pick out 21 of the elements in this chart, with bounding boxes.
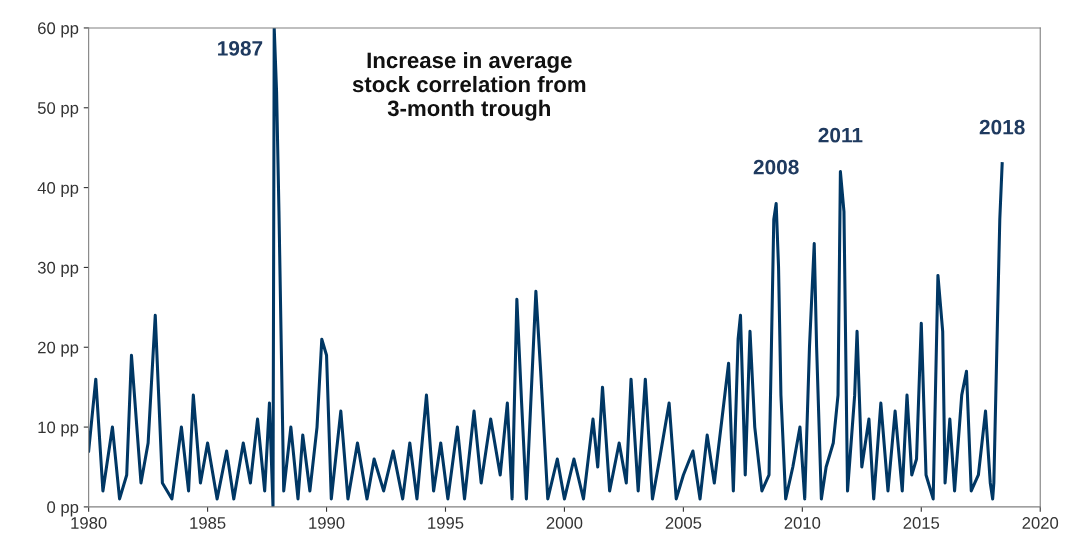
y-tick-label: 30 pp [37,261,79,277]
x-tick-label: 2020 [1022,517,1059,529]
y-tick-label: 60 pp [38,22,79,38]
x-tick-label: 1995 [428,517,464,529]
annotation: 1987 [218,41,263,56]
x-tick-label: 1985 [190,517,226,529]
y-tick-label: 40 pp [37,182,79,198]
annotation: 2018 [979,119,1025,135]
x-tick-label: 2010 [784,517,821,529]
x-tick-label: 2000 [546,517,583,529]
x-tick-label: 2005 [665,517,702,529]
annotation: 2008 [753,159,799,175]
y-tick-label: 20 pp [38,341,79,357]
x-tick-label: 1990 [309,517,345,529]
annotation: 2011 [818,127,863,143]
y-tick-label: 10 pp [38,421,79,437]
y-tick-label: 50 pp [37,102,79,118]
text: Increase in average stock correlation from 3-month trough [352,51,586,121]
y-tick-label: 0 pp [47,501,79,517]
x-tick-label: 1980 [71,517,107,529]
x-tick-label: 2015 [903,517,940,529]
